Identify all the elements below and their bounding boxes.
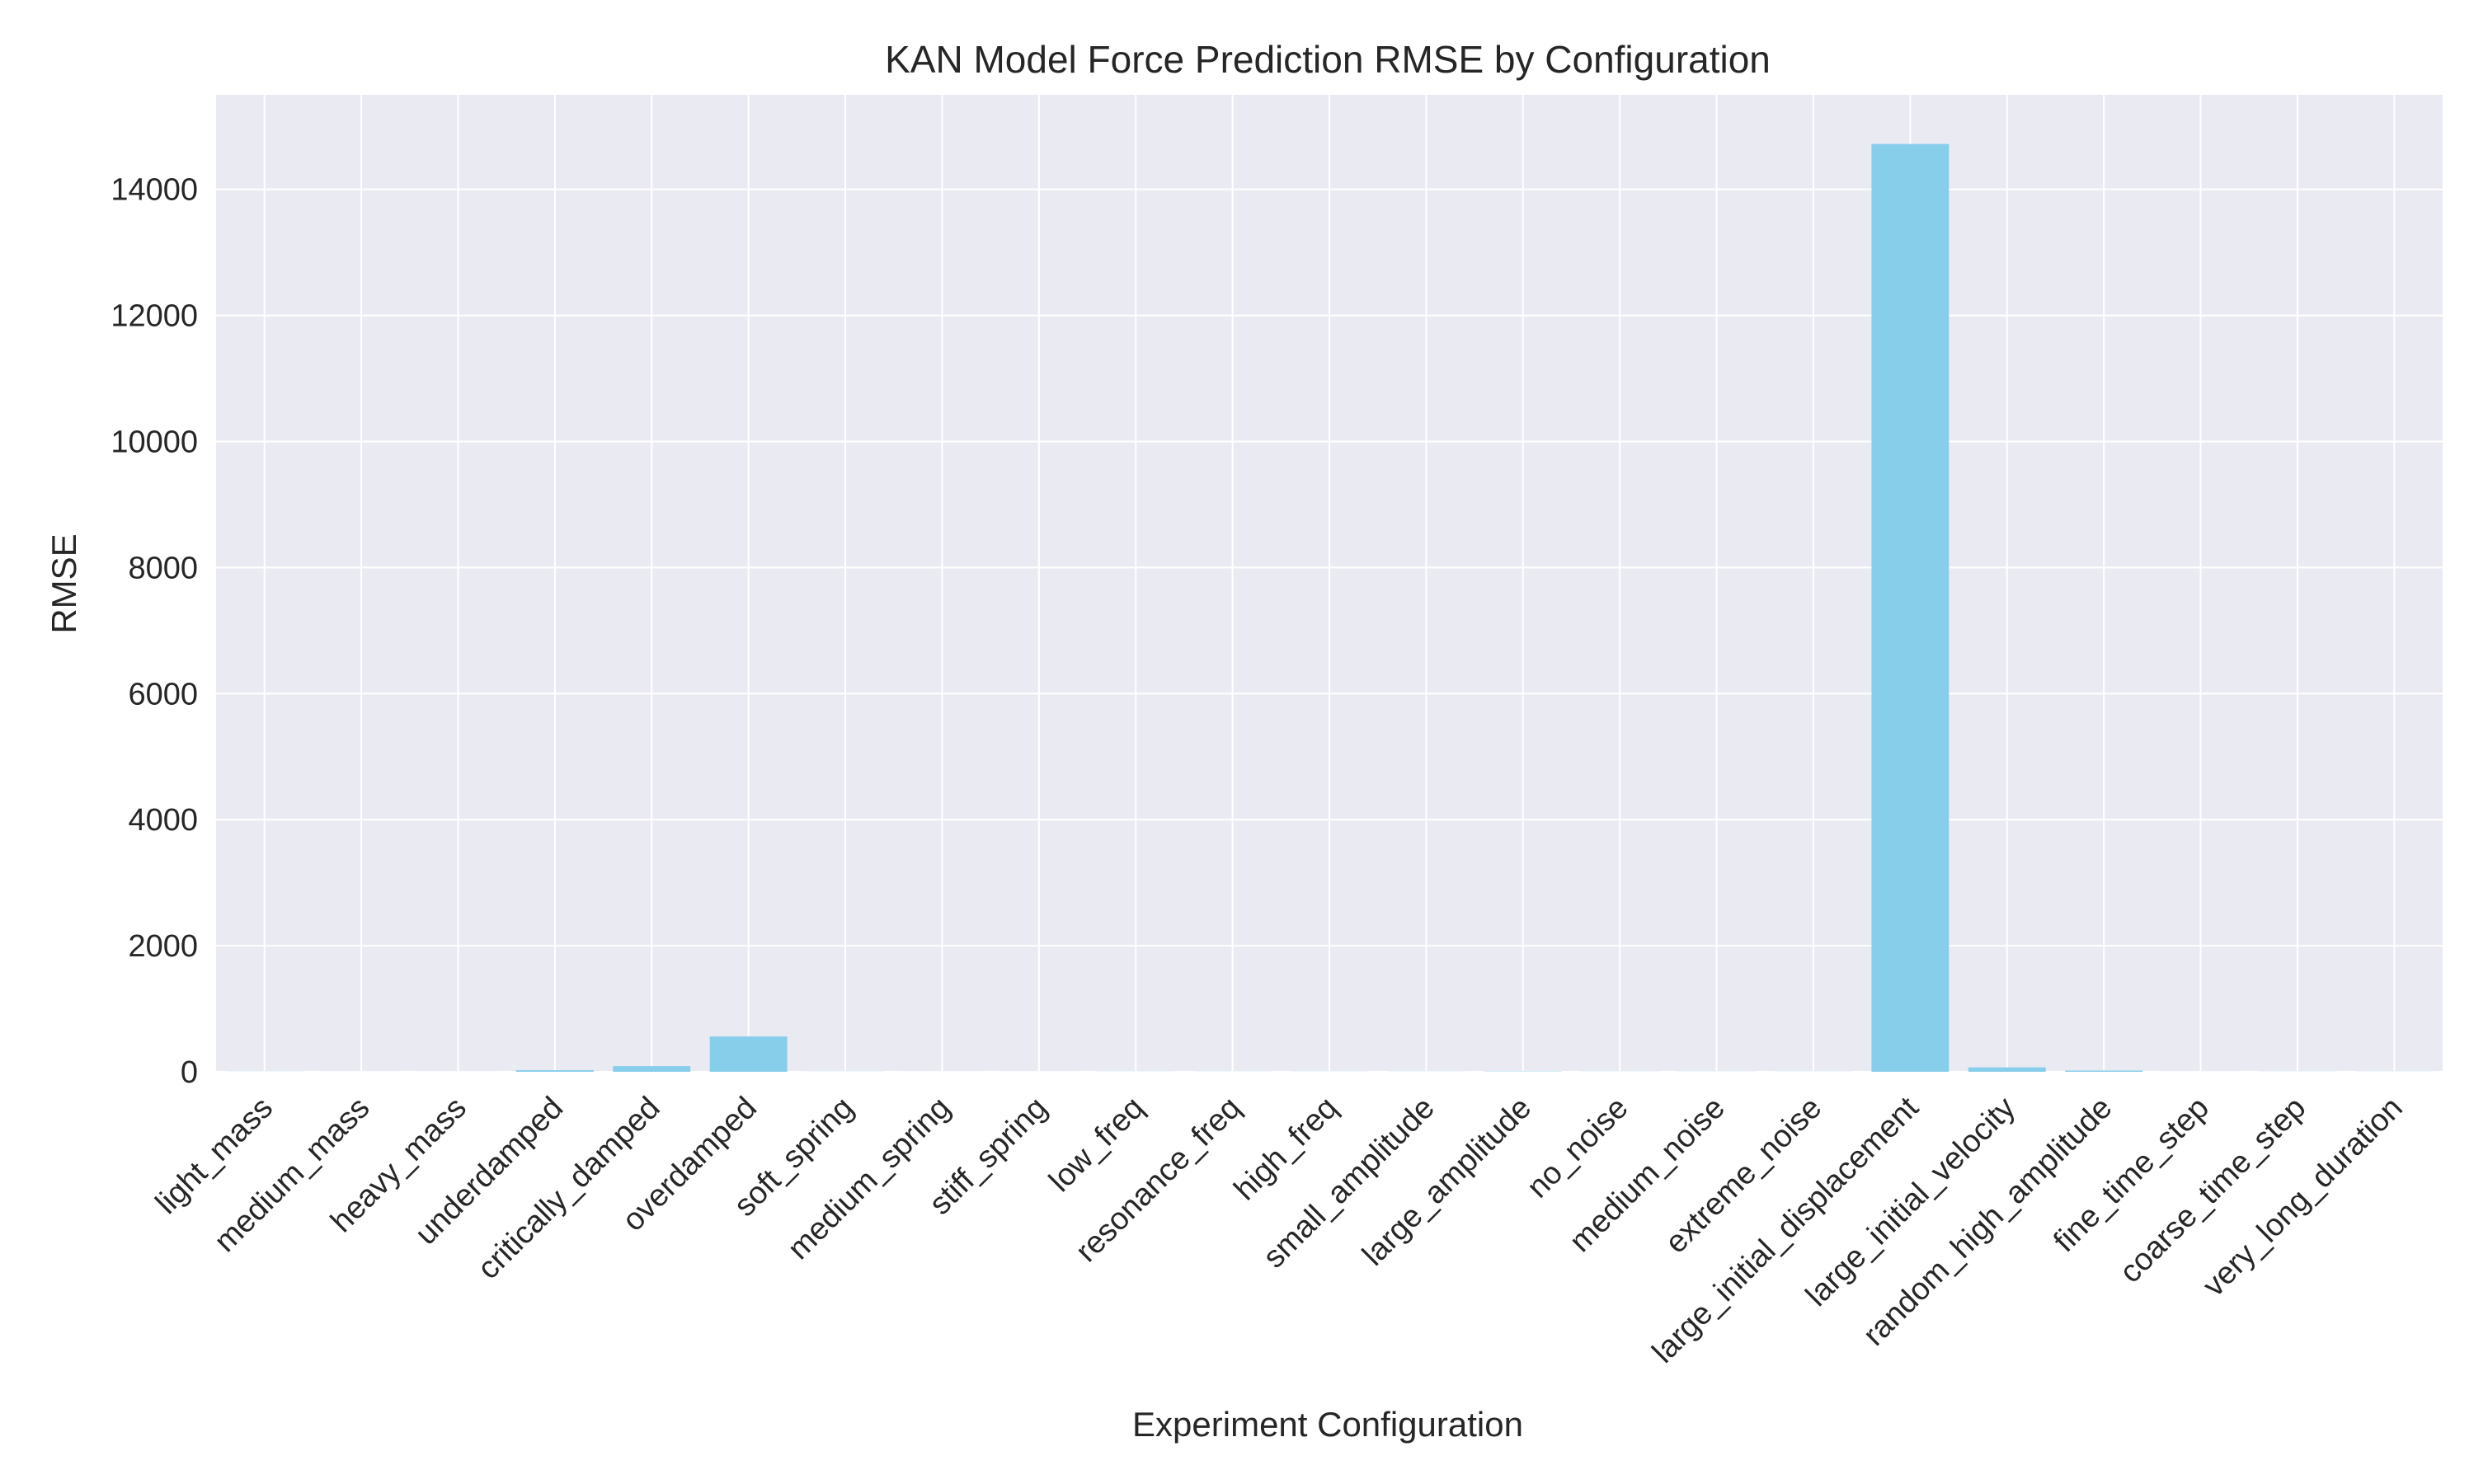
y-tick-label: 14000 [111, 173, 198, 208]
bar-large_initial_velocity [1968, 1067, 2046, 1072]
x-tick-label: resonance_freq [1070, 1091, 1248, 1269]
y-tick-label: 8000 [128, 551, 198, 585]
x-tick-label: coarse_time_step [2113, 1091, 2312, 1290]
bar-large_initial_displacement [1871, 143, 1950, 1072]
bar-overdamped [709, 1036, 788, 1072]
x-tick-label: small_amplitude [1257, 1091, 1442, 1275]
y-tick-label: 6000 [128, 677, 198, 711]
x-axis-ticks: light_massmedium_massheavy_massunderdamp… [149, 1090, 2410, 1369]
bar-underdamped [515, 1070, 594, 1072]
y-axis-label: RMSE [45, 533, 83, 633]
x-tick-label: large_amplitude [1356, 1091, 1538, 1273]
chart-title: KAN Model Force Prediction RMSE by Confi… [885, 38, 1771, 81]
y-axis-ticks: 0 2000 4000 6000 8000 10000 12000 14000 [111, 173, 198, 1090]
bar-critically_damped [613, 1066, 691, 1072]
bars [225, 143, 2434, 1072]
x-tick-label: critically_damped [471, 1091, 666, 1286]
x-axis-label: Experiment Configuration [1132, 1405, 1523, 1444]
x-tick-label: medium_spring [781, 1091, 957, 1266]
y-tick-label: 2000 [128, 929, 198, 964]
y-tick-label: 0 [181, 1055, 198, 1090]
bar-random_high_amplitude [2065, 1070, 2143, 1072]
gridlines [216, 95, 2443, 1073]
y-tick-label: 10000 [111, 425, 198, 459]
y-tick-label: 4000 [128, 803, 198, 838]
y-tick-label: 12000 [111, 299, 198, 334]
